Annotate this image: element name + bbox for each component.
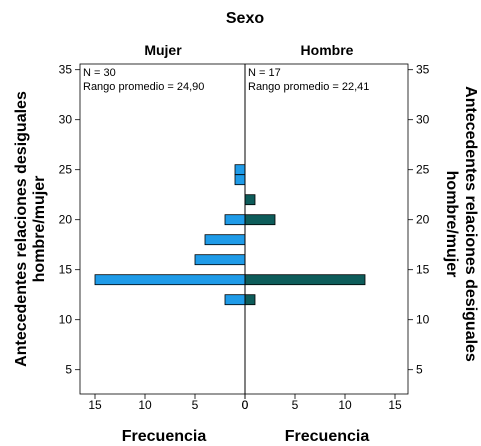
y-tick-label-right: 5 [416,363,423,377]
panel-title-mujer: Mujer [144,42,182,58]
y-tick-label-right: 35 [416,63,430,77]
y-tick-label-left: 15 [59,263,73,277]
bar-mujer-3 [204,234,246,246]
x-axis-label-hombre: Frecuencia [285,428,370,445]
bar-mujer-6 [224,294,246,306]
x-axis-label-mujer: Frecuencia [122,428,207,445]
y-axis-label-right-line2: hombre/mujer [443,171,460,278]
bar-hombre-2 [244,274,366,286]
y-axis-label-right-line1: Antecedentes relaciones desiguales [462,86,479,362]
stat-rango-hombre: Rango promedio = 22,41 [248,81,369,93]
y-ticks-layer: 5 5 10 10 15 15 20 20 25 25 30 30 35 35 [59,63,430,377]
x-tick-label-mujer: 10 [138,398,152,412]
y-tick-label-right: 25 [416,163,430,177]
y-tick-label-left: 20 [59,213,73,227]
x-tick-label-hombre: 10 [338,398,352,412]
y-axis-label-left-line1: Antecedentes relaciones desiguales [13,91,30,367]
bar-hombre-0 [244,194,256,206]
bar-mujer-2 [224,214,246,226]
bar-mujer-1 [234,174,246,186]
bar-mujer-0 [234,164,246,176]
plot-frame [79,63,409,395]
stat-n-hombre: N = 17 [248,67,281,79]
x-tick-label-mujer: 15 [88,398,102,412]
y-tick-label-right: 10 [416,313,430,327]
x-ticks-layer: 15 10 5 00 5 10 15 [88,394,402,412]
y-tick-label-right: 30 [416,113,430,127]
x-tick-label-mujer: 5 [192,398,199,412]
y-axis-label-left-line2: hombre/mujer [31,176,48,283]
y-tick-label-left: 25 [59,163,73,177]
panel-title-hombre: Hombre [301,42,354,58]
bar-mujer-5 [94,274,246,286]
x-tick-label-mujer: 0 [242,398,249,412]
bar-hombre-1 [244,214,276,226]
bar-hombre-3 [244,294,256,306]
y-tick-label-left: 35 [59,63,73,77]
stat-n-mujer: N = 30 [83,67,116,79]
stat-rango-mujer: Rango promedio = 24,90 [83,81,204,93]
y-tick-label-left: 10 [59,313,73,327]
chart-title: Sexo [226,10,264,27]
x-tick-label-hombre: 0 [242,398,249,412]
y-tick-label-right: 20 [416,213,430,227]
y-tick-label-left: 30 [59,113,73,127]
x-tick-label-hombre: 15 [388,398,402,412]
x-tick-label-hombre: 5 [292,398,299,412]
y-tick-label-right: 15 [416,263,430,277]
y-tick-label-left: 5 [65,363,72,377]
bar-mujer-4 [194,254,246,266]
